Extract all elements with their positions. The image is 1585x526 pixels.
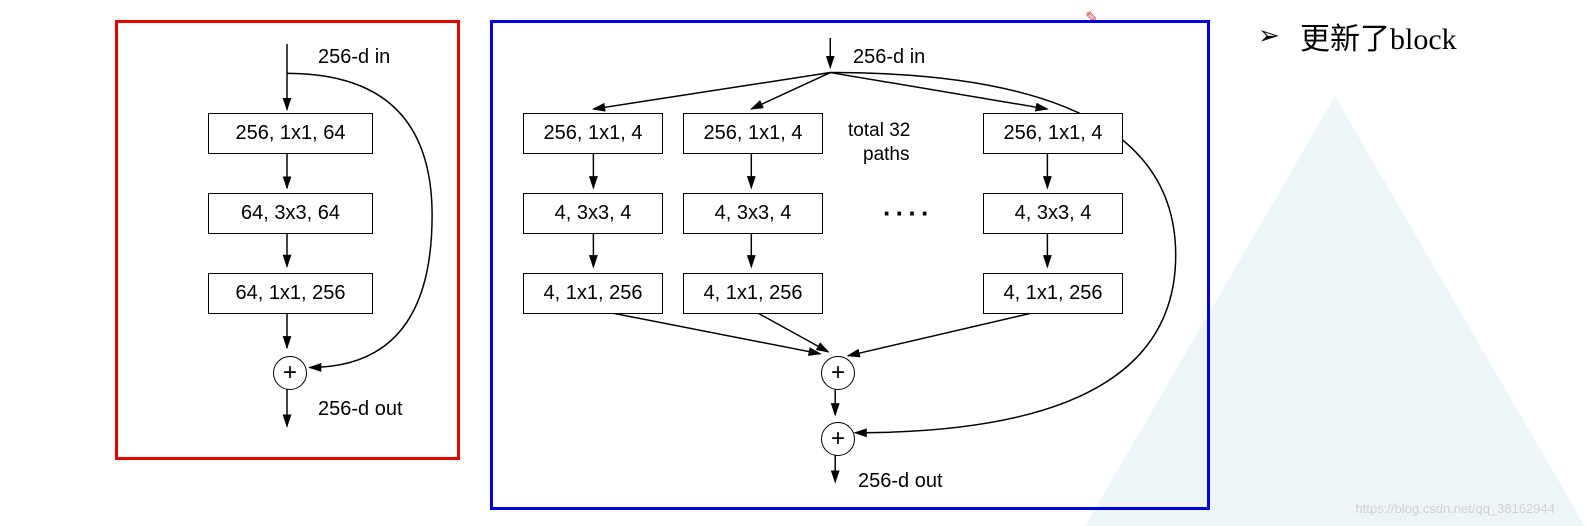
resnext-out-label: 256-d out: [858, 470, 943, 493]
resnext-paths-label-2: paths: [863, 144, 909, 166]
resnext-paths-label-1: total 32: [848, 120, 910, 142]
resnext-b1-conv3: 4, 1x1, 256: [523, 273, 663, 314]
resnext-block: 256-d in 256, 1x1, 4 4, 3x3, 4 4, 1x1, 2…: [490, 20, 1210, 510]
resnext-arrows: [513, 38, 1187, 492]
resnext-b2-conv2: 4, 3x3, 4: [683, 193, 823, 234]
resnet-conv-3: 64, 1x1, 256: [208, 273, 373, 314]
resnet-out-label: 256-d out: [318, 398, 403, 421]
resnext-in-label: 256-d in: [853, 46, 925, 69]
resnet-sum-icon: +: [273, 356, 307, 390]
resnext-sum2-icon: +: [821, 422, 855, 456]
resnext-b3-conv2: 4, 3x3, 4: [983, 193, 1123, 234]
resnet-block: 256-d in 256, 1x1, 64 64, 3x3, 64 64, 1x…: [115, 20, 460, 460]
watermark-text: https://blog.csdn.net/qq_38162944: [1356, 501, 1556, 516]
diagram-root: 256-d in 256, 1x1, 64 64, 3x3, 64 64, 1x…: [115, 20, 1565, 510]
resnext-b1-conv2: 4, 3x3, 4: [523, 193, 663, 234]
resnext-b1-conv1: 256, 1x1, 4: [523, 113, 663, 154]
resnext-sum1-icon: +: [821, 356, 855, 390]
bullet-marker-icon: ➢: [1258, 20, 1280, 51]
resnet-conv-2: 64, 3x3, 64: [208, 193, 373, 234]
resnet-in-label: 256-d in: [318, 46, 390, 69]
bullet-text: 更新了block: [1300, 14, 1457, 58]
resnext-b2-conv1: 256, 1x1, 4: [683, 113, 823, 154]
resnext-ellipsis: ····: [883, 198, 934, 229]
resnext-b2-conv3: 4, 1x1, 256: [683, 273, 823, 314]
resnext-b3-conv1: 256, 1x1, 4: [983, 113, 1123, 154]
resnet-conv-1: 256, 1x1, 64: [208, 113, 373, 154]
resnext-b3-conv3: 4, 1x1, 256: [983, 273, 1123, 314]
